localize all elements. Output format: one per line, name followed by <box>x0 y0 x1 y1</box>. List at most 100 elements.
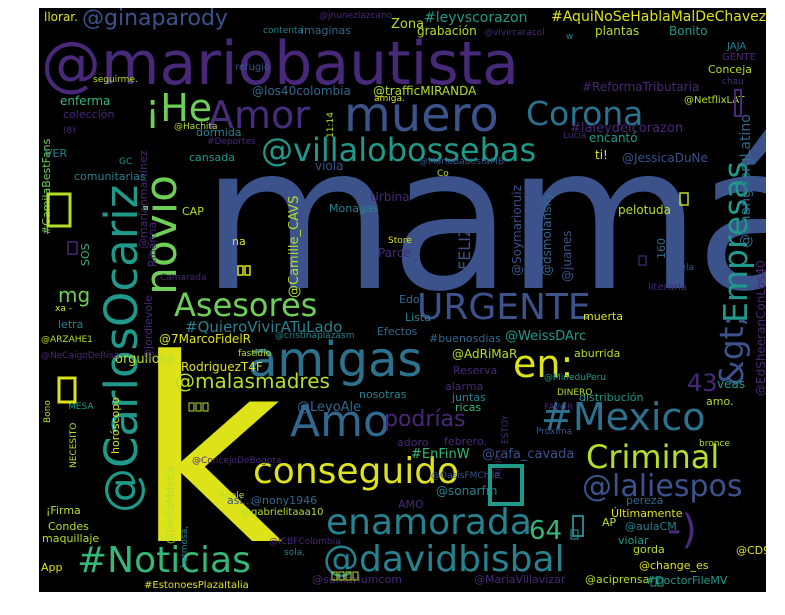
word: @ICBFColombia <box>269 537 341 547</box>
word: dormida <box>196 126 242 139</box>
word: Co <box>437 169 449 179</box>
word: @aulaCM <box>625 520 677 533</box>
word: @Hachita <box>174 122 218 132</box>
word: Condes <box>48 520 89 533</box>
word: Reserva <box>453 364 498 377</box>
word: amiga. <box>374 94 405 104</box>
word: Asesores <box>174 286 318 324</box>
word: plantas <box>595 24 640 38</box>
word: maquillaje <box>42 532 100 545</box>
word: -) <box>667 507 698 553</box>
word: @WeissDArc <box>505 329 587 344</box>
word: @sonarfm <box>436 484 498 498</box>
word: bronce <box>699 439 730 449</box>
word: @cristinaplazasm <box>275 331 355 341</box>
word: Camarada <box>160 273 207 283</box>
word: Conceja <box>708 63 752 76</box>
glyph-box-icon <box>67 241 78 255</box>
word: refugio <box>235 62 271 73</box>
word: @DeltaMdelta <box>164 466 177 544</box>
glyph-box-icon <box>734 89 742 117</box>
word: @ginaparody <box>82 8 228 31</box>
word: CAP <box>182 205 204 218</box>
word: Últimamente <box>611 507 683 520</box>
word: aburrida <box>574 347 621 360</box>
word: #Noticias <box>77 540 251 581</box>
glyph-box-icon <box>188 402 209 412</box>
word: @ConcejoDeBogota <box>192 456 282 466</box>
glyph-box-icon <box>638 255 647 266</box>
word: @Camille_CAVS <box>287 195 302 298</box>
word: #leyvscorazon <box>424 10 528 26</box>
word: nosotras <box>359 388 407 401</box>
word: AP <box>602 516 617 529</box>
word: @EdSheeranConLos40 <box>754 260 766 396</box>
word: ¡Firma <box>46 504 81 517</box>
word: VER <box>45 147 68 160</box>
word: en: <box>513 342 574 386</box>
word: FAVOR <box>544 403 574 413</box>
glyph-box-icon <box>488 464 524 506</box>
word: @JessicaDuNe <box>622 151 708 165</box>
word: fastidio <box>238 349 272 359</box>
word: muerta <box>583 310 624 323</box>
word: asi... <box>227 494 254 507</box>
word: colección <box>63 108 115 121</box>
word: alarma <box>445 380 484 393</box>
word: orgullosa <box>115 352 175 367</box>
word: Rihanna <box>146 221 159 267</box>
word: URGENTE <box>417 287 591 328</box>
glyph-box-icon <box>679 192 689 206</box>
word: muero <box>344 87 499 143</box>
word: mamá <box>201 103 766 336</box>
word: violar <box>618 534 649 547</box>
word: @trafficMIRANDA <box>373 84 477 98</box>
word: @ARZAHE1 <box>41 335 93 345</box>
word: NECESITO <box>69 422 79 468</box>
word: conseguido <box>253 451 460 492</box>
word: literaria <box>648 282 687 293</box>
word: encantó <box>589 131 638 145</box>
word: w <box>566 32 574 42</box>
word: GENTE <box>722 52 756 63</box>
word: @RodriguezT4F <box>169 360 263 374</box>
word: #laleydelcorazon <box>570 121 684 136</box>
glyph-box-icon <box>46 192 72 228</box>
word: @jnunezlazcano <box>319 11 393 21</box>
word: contenta <box>263 26 303 36</box>
word: @NetflixLAT <box>684 95 745 106</box>
word: Edo <box>399 293 420 306</box>
word: @OasisFMChile <box>431 471 500 481</box>
word: Urbina <box>370 190 410 204</box>
word: enamorada <box>326 502 532 543</box>
word: llorar. <box>44 10 78 24</box>
word: Próxima <box>536 427 573 437</box>
word: @NeCaigoDeRisa <box>41 351 120 361</box>
word: 64 <box>529 516 563 546</box>
word: @los40colombia <box>252 84 351 98</box>
word: viola <box>315 159 344 173</box>
word: @AdRiMaR <box>452 347 518 361</box>
word: seguirme. <box>93 75 138 85</box>
word: @MarioBautistaMB <box>419 157 505 167</box>
word: febrero. <box>444 435 487 448</box>
word: Store <box>388 236 412 246</box>
word: Parce <box>378 246 411 260</box>
word: comunitarias <box>74 170 146 183</box>
word: @LeyoAle <box>297 400 362 415</box>
word: @gabrielitaaa10 <box>241 507 324 518</box>
glyph-box-icon <box>570 529 579 540</box>
word: Lucia <box>563 131 587 141</box>
word: Zona <box>391 17 425 32</box>
word: #Deportes <box>207 137 256 147</box>
glyph-box-icon <box>57 376 77 404</box>
word: GC <box>119 157 133 167</box>
word: @Soymarioruiz <box>510 185 524 276</box>
word-cloud: mamá k @mariobautista amigas @CarlosOcar… <box>39 8 766 592</box>
word: @dsmolansky <box>540 192 554 276</box>
word: #ReformaTributaria <box>582 80 700 94</box>
word: FELIZ <box>455 226 474 270</box>
word: #QuieroVivirATuLado <box>185 318 343 336</box>
word: pereza <box>626 494 664 507</box>
word: @vivircaracol <box>484 28 545 38</box>
